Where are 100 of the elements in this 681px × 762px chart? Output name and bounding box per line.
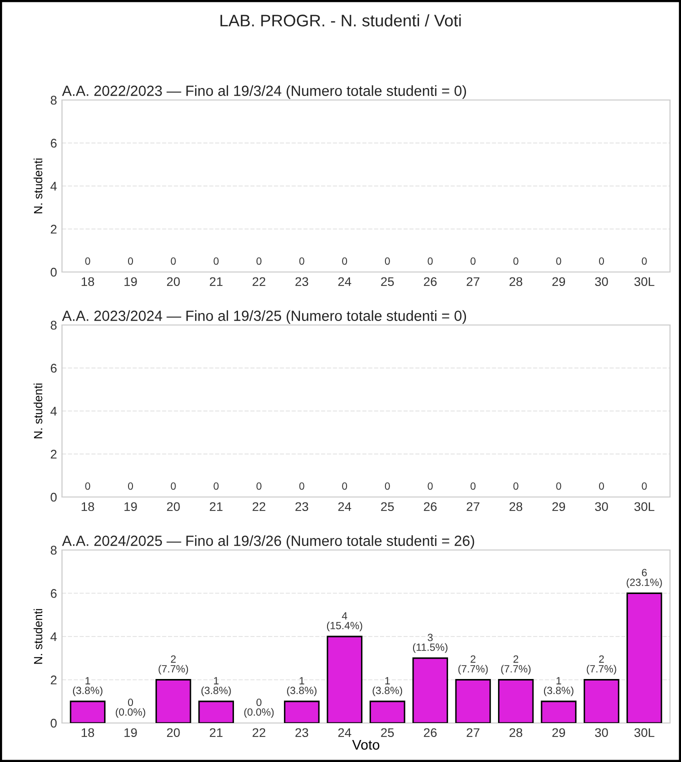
data-label: 0 <box>214 257 219 265</box>
data-label: 1 (3.8%) <box>201 677 231 696</box>
x-tick-label: 19 <box>124 502 137 512</box>
x-tick-label: 22 <box>252 502 266 511</box>
data-label: 0 <box>384 482 390 490</box>
data-label: 0 <box>342 257 348 265</box>
data-label: 0 <box>642 257 647 265</box>
x-tick-label: 28 <box>510 277 522 286</box>
data-label: 1 (3.8%) <box>72 677 102 696</box>
x-tick-label: 21 <box>210 277 222 286</box>
data-label: 0 <box>556 482 562 490</box>
data-label: 0 <box>384 257 390 265</box>
x-tick-label: 27 <box>466 502 480 511</box>
x-tick-label: 26 <box>424 502 437 512</box>
chart-subtitle: A.A. 2024/2025 — Fino al 19/3/26 (Numero totale studenti = 26) <box>62 535 474 549</box>
x-tick-label: 19 <box>124 277 137 286</box>
x-axis-title: Voto <box>352 740 380 750</box>
bar <box>455 679 491 723</box>
x-tick-label: 30 <box>595 728 608 738</box>
y-axis-title: N. studenti <box>34 609 42 664</box>
bar <box>412 657 448 723</box>
data-label: 0 <box>85 482 90 490</box>
bar <box>498 679 534 723</box>
y-tick-label: 4 <box>50 632 57 642</box>
bar <box>626 592 662 723</box>
y-tick-label: 2 <box>50 676 57 684</box>
data-label: 2 (7.7%) <box>458 655 488 675</box>
data-label: 0 (0.0%) <box>116 698 146 718</box>
y-tick-label: 0 <box>50 492 57 502</box>
y-tick-label: 6 <box>50 589 57 598</box>
y-axis-title: N. studenti <box>34 158 42 214</box>
data-label: 2 (7.7%) <box>586 655 616 675</box>
x-tick-label: 18 <box>82 728 94 738</box>
x-tick-label: 18 <box>82 277 94 286</box>
x-tick-label: 28 <box>510 728 522 738</box>
x-tick-label: 26 <box>424 277 437 286</box>
data-label: 4 (15.4%) <box>327 612 362 632</box>
data-label: 1 (3.8%) <box>287 677 316 696</box>
x-tick-label: 30 <box>595 502 608 512</box>
y-tick-label: 2 <box>50 450 57 459</box>
data-label: 0 <box>470 257 476 265</box>
y-tick-label: 6 <box>50 364 57 373</box>
data-label: 0 <box>513 257 518 265</box>
chart-subtitle: A.A. 2022/2023 — Fino al 19/3/24 (Numero totale studenti = 0) <box>62 85 466 99</box>
data-label: 3 (11.5%) <box>413 634 448 653</box>
data-label: 0 <box>556 257 562 265</box>
data-label: 0 (0.0%) <box>244 698 274 718</box>
x-tick-label: 21 <box>210 502 222 511</box>
y-tick-label: 8 <box>50 546 57 555</box>
data-label: 0 <box>299 257 304 265</box>
x-tick-label: 24 <box>338 277 352 286</box>
data-label: 0 <box>599 257 604 265</box>
data-label: 0 <box>256 482 262 490</box>
bar <box>370 700 406 723</box>
x-tick-label: 29 <box>552 277 566 286</box>
x-tick-label: 29 <box>552 728 566 738</box>
x-tick-label: 30L <box>634 728 654 738</box>
x-tick-label: 22 <box>252 728 266 737</box>
y-axis-title: N. studenti <box>34 384 42 438</box>
data-label: 0 <box>513 482 518 490</box>
data-label: 0 <box>128 257 133 265</box>
x-tick-label: 30L <box>634 277 654 286</box>
data-label: 1 (3.8%) <box>372 677 402 696</box>
y-tick-label: 0 <box>50 268 57 277</box>
data-label: 0 <box>642 482 647 490</box>
x-tick-label: 29 <box>552 502 566 512</box>
x-tick-label: 18 <box>82 502 94 512</box>
bar <box>156 679 192 723</box>
x-tick-label: 27 <box>466 277 480 286</box>
bar <box>326 636 362 723</box>
y-tick-label: 4 <box>50 406 57 416</box>
x-tick-label: 20 <box>167 728 180 738</box>
data-label: 0 <box>128 482 133 490</box>
y-tick-label: 0 <box>50 718 57 728</box>
data-label: 0 <box>214 482 219 490</box>
x-tick-label: 25 <box>381 728 394 738</box>
y-tick-label: 2 <box>50 224 57 234</box>
bar <box>284 700 320 723</box>
data-label: 0 <box>599 482 604 490</box>
x-tick-label: 20 <box>167 502 180 512</box>
x-tick-label: 19 <box>124 728 137 738</box>
x-tick-label: 27 <box>466 728 480 737</box>
data-label: 2 (7.7%) <box>158 655 188 675</box>
x-tick-label: 24 <box>338 728 352 737</box>
data-label: 6 (23.1%) <box>626 568 662 588</box>
bar <box>198 700 234 723</box>
data-label: 0 <box>170 482 176 490</box>
bar <box>70 700 106 723</box>
data-label: 1 (3.8%) <box>544 677 574 696</box>
data-label: 0 <box>256 257 262 265</box>
x-tick-label: 30 <box>595 277 608 286</box>
chart-title: LAB. PROGR. - N. studenti / Voti <box>220 14 461 26</box>
data-label: 0 <box>299 482 304 490</box>
y-tick-label: 4 <box>50 182 57 191</box>
x-tick-label: 25 <box>381 277 394 286</box>
x-tick-label: 24 <box>338 502 352 511</box>
x-tick-label: 23 <box>295 502 308 512</box>
bar <box>584 679 620 723</box>
y-tick-label: 8 <box>50 320 57 330</box>
x-tick-label: 25 <box>381 502 394 512</box>
